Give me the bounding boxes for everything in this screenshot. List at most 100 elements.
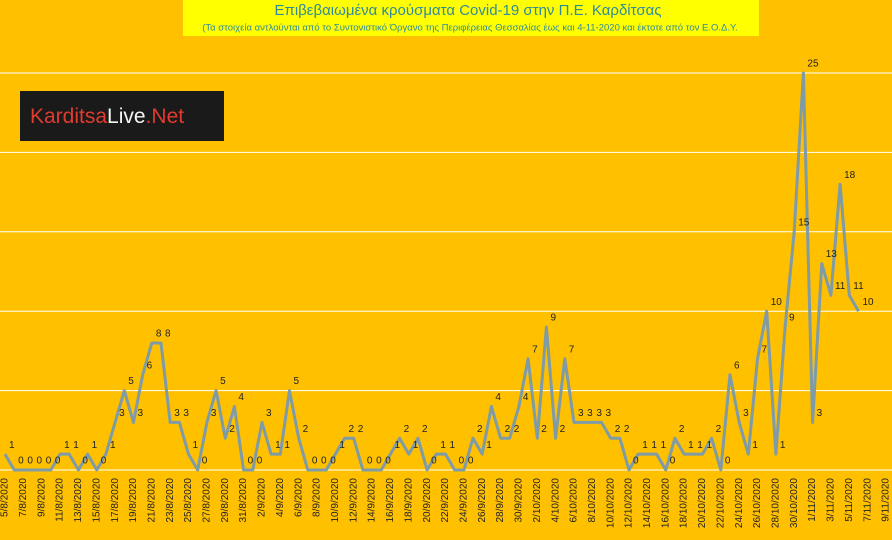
data-label: 25	[807, 59, 819, 70]
x-tick-label: 6/10/2020	[569, 478, 580, 523]
x-tick-label: 9/8/2020	[36, 478, 47, 517]
data-label: 2	[624, 424, 630, 435]
x-tick-label: 11/8/2020	[55, 478, 66, 522]
data-label: 2	[422, 424, 428, 435]
x-tick-label: 7/11/2020	[862, 478, 873, 522]
data-label: 2	[349, 424, 355, 435]
data-label: 0	[18, 456, 24, 467]
data-label: 3	[137, 408, 143, 419]
x-tick-label: 5/8/2020	[0, 478, 11, 517]
data-label: 1	[661, 440, 667, 451]
data-label: 3	[606, 408, 612, 419]
data-label: 0	[670, 456, 676, 467]
x-tick-label: 12/10/2020	[624, 478, 635, 528]
x-tick-label: 8/9/2020	[312, 478, 323, 517]
data-label: 1	[780, 440, 786, 451]
title-box	[183, 0, 759, 36]
x-tick-label: 18/9/2020	[403, 478, 414, 523]
data-label: 2	[679, 424, 685, 435]
x-tick-label: 7/8/2020	[18, 478, 29, 517]
data-label: 1	[92, 440, 98, 451]
data-label: 0	[468, 456, 474, 467]
data-label: 1	[651, 440, 657, 451]
data-label: 1	[706, 440, 712, 451]
data-label: 1	[413, 440, 419, 451]
data-label: 0	[431, 456, 437, 467]
data-label: 2	[505, 424, 511, 435]
plot: 5/8/2020 7/8/2020 9/8/2020 11/8/2020 13/8/20…	[0, 59, 892, 528]
data-label: 0	[725, 456, 731, 467]
logo: KarditsaLive.Net	[30, 105, 184, 128]
data-label: 1	[697, 440, 703, 451]
data-label: 6	[734, 360, 740, 371]
data-label: 0	[459, 456, 465, 467]
data-label: 2	[404, 424, 410, 435]
x-tick-label: 18/10/2020	[679, 478, 690, 528]
data-label: 4	[523, 392, 529, 403]
data-label: 0	[312, 456, 318, 467]
data-label: 3	[817, 408, 823, 419]
data-label: 2	[477, 424, 483, 435]
x-tick-label: 16/10/2020	[660, 478, 671, 528]
x-tick-label: 21/8/2020	[146, 478, 157, 523]
x-tick-label: 28/9/2020	[495, 478, 506, 523]
data-label: 1	[9, 440, 15, 451]
x-tick-label: 12/9/2020	[348, 478, 359, 523]
x-tick-label: 6/9/2020	[293, 478, 304, 517]
data-label: 1	[339, 440, 345, 451]
data-label: 0	[37, 456, 43, 467]
data-label: 7	[762, 344, 768, 355]
x-tick-label: 19/8/2020	[128, 478, 139, 523]
x-tick-label: 15/8/2020	[91, 478, 102, 523]
data-label: 2	[514, 424, 520, 435]
data-label: 5	[128, 376, 134, 387]
data-label: 9	[550, 313, 556, 324]
data-label: 2	[615, 424, 621, 435]
x-tick-label: 20/9/2020	[422, 478, 433, 523]
data-label: 0	[367, 456, 373, 467]
x-tick-label: 30/9/2020	[514, 478, 525, 523]
data-label: 3	[587, 408, 593, 419]
data-label: 0	[27, 456, 33, 467]
data-label: 1	[752, 440, 758, 451]
x-tick-label: 10/10/2020	[605, 478, 616, 528]
data-label: 3	[211, 408, 217, 419]
data-label: 5	[220, 376, 226, 387]
data-label: 1	[275, 440, 281, 451]
x-tick-label: 2/10/2020	[532, 478, 543, 523]
data-label: 13	[826, 249, 838, 260]
data-label: 1	[284, 440, 290, 451]
x-tick-label: 20/10/2020	[697, 478, 708, 528]
data-label: 15	[798, 217, 810, 228]
x-tick-label: 26/10/2020	[752, 478, 763, 528]
data-label: 2	[358, 424, 364, 435]
x-tick-label: 4/10/2020	[550, 478, 561, 523]
logo-part: Live	[107, 105, 146, 128]
data-label: 4	[495, 392, 501, 403]
data-label: 0	[46, 456, 52, 467]
data-label: 11	[835, 281, 846, 292]
data-label: 1	[110, 440, 116, 451]
data-label: 10	[862, 297, 874, 308]
data-label: 0	[330, 456, 336, 467]
x-tick-label: 4/9/2020	[275, 478, 286, 517]
data-label: 7	[569, 344, 575, 355]
data-label: 1	[73, 440, 79, 451]
data-label: 1	[688, 440, 694, 451]
data-label: 2	[560, 424, 566, 435]
data-line	[3, 71, 860, 472]
data-label: 8	[156, 329, 162, 340]
x-tick-label: 24/10/2020	[734, 478, 745, 528]
data-label: 0	[321, 456, 327, 467]
data-label: 3	[183, 408, 189, 419]
x-tick-label: 17/8/2020	[110, 478, 121, 523]
data-label: 9	[789, 313, 795, 324]
x-tick-label: 14/10/2020	[642, 478, 653, 528]
x-tick-label: 8/10/2020	[587, 478, 598, 523]
data-label: 3	[119, 408, 125, 419]
data-label: 2	[229, 424, 235, 435]
data-label: 8	[165, 329, 171, 340]
data-label: 0	[101, 456, 107, 467]
data-label: 5	[293, 376, 299, 387]
